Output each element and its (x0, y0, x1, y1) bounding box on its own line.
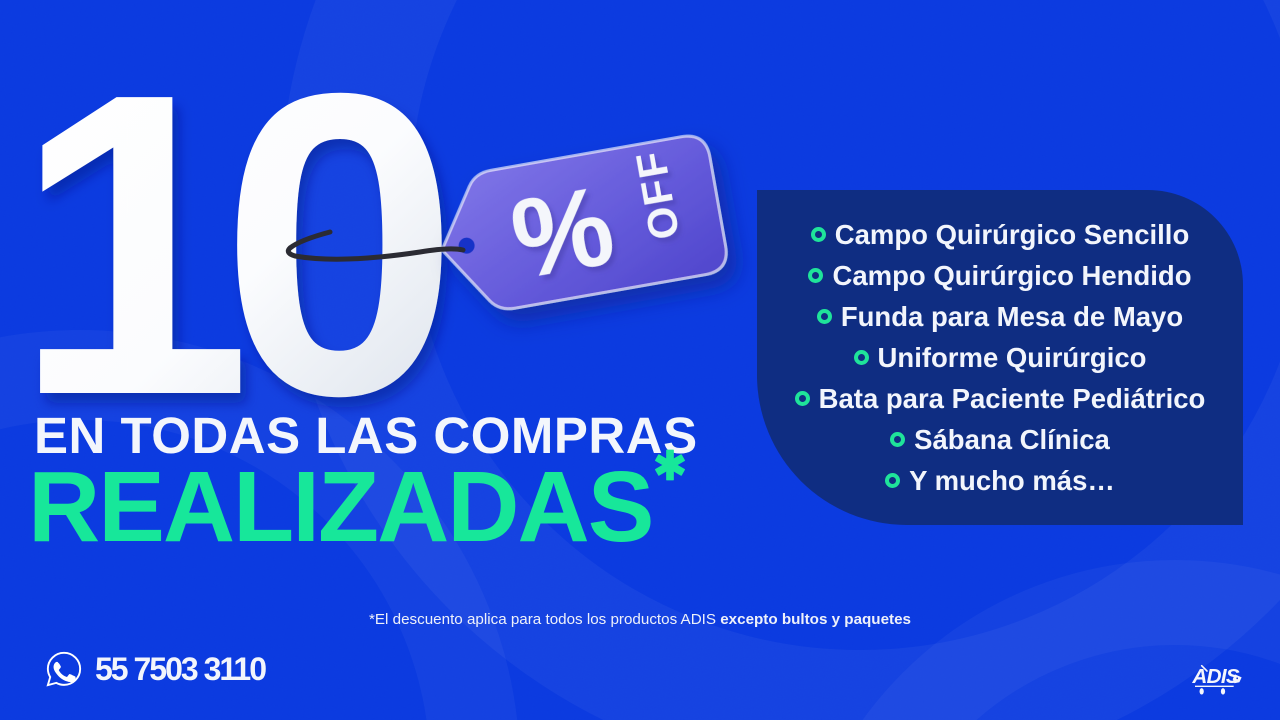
svg-text:ADIS: ADIS (1191, 665, 1240, 688)
